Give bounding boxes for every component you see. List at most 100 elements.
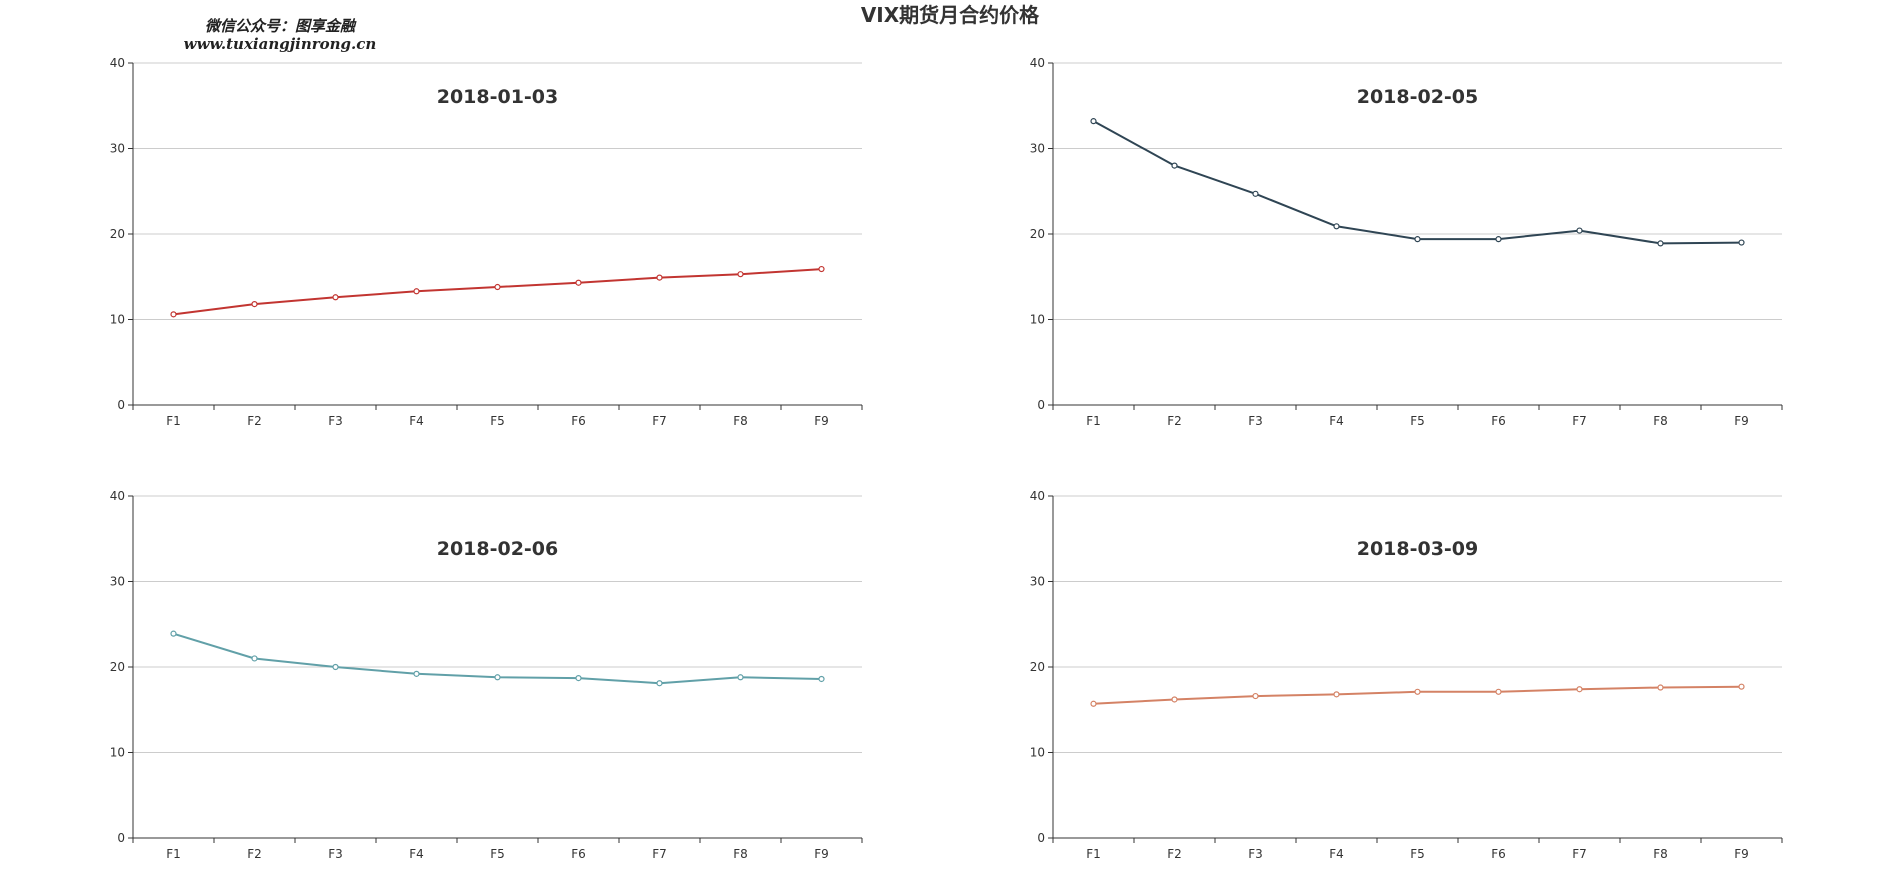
x-tick-label: F6	[571, 414, 586, 428]
data-point	[1252, 692, 1259, 700]
watermark-line-1: 微信公众号：图享金融	[205, 17, 357, 35]
data-point	[413, 670, 420, 677]
x-tick-label: F7	[1572, 847, 1587, 861]
data-point	[656, 680, 663, 687]
y-tick-label: 30	[1030, 575, 1045, 589]
x-tick-label: F9	[1734, 414, 1749, 428]
data-point	[1495, 236, 1502, 243]
y-tick-label: 30	[110, 142, 125, 156]
data-point	[1414, 688, 1421, 695]
y-tick-label: 10	[1030, 746, 1045, 760]
chart-panel-3: 0 10 20 30 40 F1 F2 F3 F4 F5 F6 F7 F8 F9 2018-02-06	[110, 489, 863, 861]
data-point	[494, 283, 501, 291]
x-tick-label: F4	[1329, 414, 1344, 428]
x-tick-label: F6	[1491, 414, 1506, 428]
data-point	[1576, 227, 1583, 234]
chart-title: 2018-02-05	[1357, 86, 1479, 108]
y-tick-label: 20	[110, 660, 125, 674]
x-tick-label: F2	[1167, 847, 1182, 861]
data-point	[737, 674, 744, 681]
y-tick-label: 20	[110, 227, 125, 241]
x-tick-label: F3	[1248, 847, 1263, 861]
data-point	[656, 274, 663, 281]
data-point	[1414, 236, 1421, 243]
data-point	[1576, 686, 1583, 693]
data-point	[1090, 700, 1097, 707]
y-tick-label: 30	[110, 575, 125, 589]
data-point	[1333, 691, 1340, 698]
x-tick-label: F1	[166, 847, 181, 861]
data-point	[737, 271, 744, 278]
data-point	[818, 265, 825, 273]
y-tick-label: 20	[1030, 660, 1045, 674]
data-point	[575, 675, 582, 682]
x-tick-label: F7	[1572, 414, 1587, 428]
y-tick-label: 10	[1030, 313, 1045, 327]
data-point	[413, 288, 420, 295]
data-point	[1657, 240, 1664, 247]
data-point	[1171, 162, 1178, 169]
x-tick-label: F4	[409, 847, 424, 861]
x-tick-label: F4	[409, 414, 424, 428]
x-tick-label: F6	[1491, 847, 1506, 861]
chart-panel-2: 0 10 20 30 40 F1 F2 F3 F4 F5 F6 F7 F8 F9 2018-02-05	[1030, 56, 1783, 428]
y-tick-label: 20	[1030, 227, 1045, 241]
x-tick-label: F5	[490, 414, 505, 428]
x-tick-label: F9	[814, 847, 829, 861]
chart-title: 2018-02-06	[437, 538, 559, 560]
x-tick-label: F8	[733, 414, 748, 428]
data-point	[1495, 688, 1502, 695]
data-point	[1657, 684, 1664, 691]
data-point	[332, 663, 339, 671]
x-tick-label: F5	[1410, 414, 1425, 428]
series-line	[1093, 120, 1742, 245]
x-tick-label: F3	[1248, 414, 1263, 428]
x-tick-label: F5	[1410, 847, 1425, 861]
x-tick-label: F2	[247, 414, 262, 428]
data-point	[575, 279, 582, 286]
watermark-line-2: www.tuxiangjinrong.cn	[184, 35, 377, 53]
y-tick-label: 40	[110, 56, 125, 70]
y-tick-label: 10	[110, 313, 125, 327]
chart-panel-1: 0 10 20 30 40 F1 F2 F3 F4 F5 F6 F7 F8 F9 2018-01-03	[110, 56, 863, 428]
data-point	[1333, 223, 1340, 230]
x-tick-label: F6	[571, 847, 586, 861]
data-point	[170, 630, 177, 637]
chart-title: 2018-01-03	[437, 86, 559, 108]
chart-panel-4: 0 10 20 30 40 F1 F2 F3 F4 F5 F6 F7 F8 F9 2018-03-09	[1030, 489, 1783, 861]
x-tick-label: F4	[1329, 847, 1344, 861]
data-point	[1738, 239, 1745, 246]
x-tick-label: F1	[1086, 847, 1101, 861]
x-tick-label: F9	[1734, 847, 1749, 861]
x-tick-label: F9	[814, 414, 829, 428]
x-tick-label: F7	[652, 847, 667, 861]
x-tick-label: F7	[652, 414, 667, 428]
chart-title: 2018-03-09	[1357, 538, 1479, 560]
page-title: VIX期货月合约价格	[861, 3, 1040, 27]
y-tick-label: 0	[1037, 831, 1045, 845]
data-point	[1252, 190, 1259, 197]
data-point	[1090, 118, 1097, 125]
data-point	[170, 311, 177, 318]
x-tick-label: F2	[1167, 414, 1182, 428]
y-tick-label: 10	[110, 746, 125, 760]
y-tick-label: 0	[117, 831, 125, 845]
series-line	[173, 268, 822, 316]
x-tick-label: F1	[1086, 414, 1101, 428]
data-point	[818, 675, 825, 683]
data-point	[332, 294, 339, 301]
y-tick-label: 30	[1030, 142, 1045, 156]
y-tick-label: 40	[1030, 56, 1045, 70]
x-tick-label: F8	[1653, 847, 1668, 861]
y-tick-label: 0	[117, 398, 125, 412]
data-point	[251, 655, 258, 662]
x-tick-label: F8	[1653, 414, 1668, 428]
y-tick-label: 40	[1030, 489, 1045, 503]
data-point	[494, 674, 501, 681]
y-tick-label: 0	[1037, 398, 1045, 412]
x-tick-label: F1	[166, 414, 181, 428]
data-point	[1171, 696, 1178, 703]
data-point	[1738, 683, 1745, 690]
